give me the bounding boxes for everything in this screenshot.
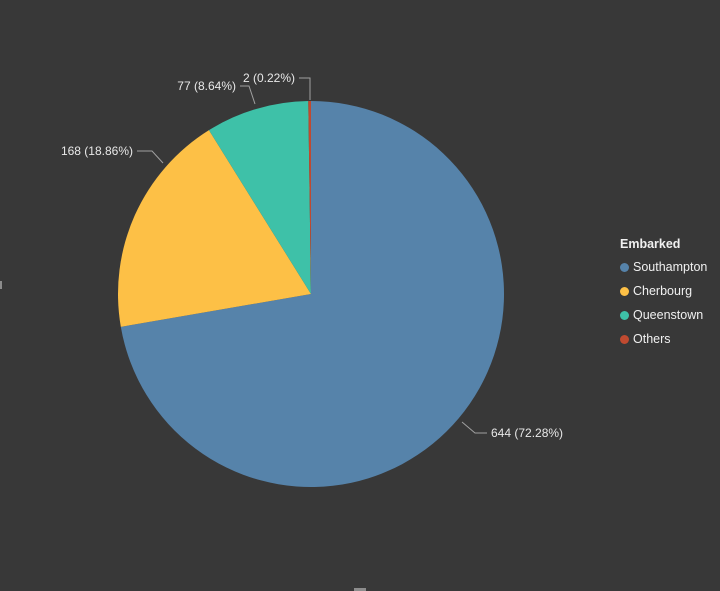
legend-label: Southampton — [633, 260, 708, 274]
legend-title: Embarked — [620, 237, 681, 251]
legend-label: Cherbourg — [633, 284, 693, 298]
legend-dot-icon — [620, 310, 629, 320]
legend-dot-icon — [620, 286, 629, 296]
data-label-southampton: 644 (72.28%) — [491, 426, 563, 440]
pie-slice-others[interactable] — [308, 101, 311, 294]
legend-item-cherbourg[interactable]: Cherbourg — [620, 279, 707, 303]
resize-handle-bottom[interactable] — [354, 588, 366, 591]
pie-slice-southampton[interactable] — [120, 101, 505, 487]
data-label-cherbourg: 168 (18.86%) — [61, 144, 133, 158]
legend-label: Queenstown — [633, 308, 704, 322]
resize-handle-left[interactable] — [0, 281, 2, 289]
legend-item-queenstown[interactable]: Queenstown — [620, 303, 707, 327]
pie-slice-cherbourg[interactable] — [118, 130, 312, 327]
legend-item-others[interactable]: Others — [620, 327, 707, 351]
legend-dot-icon — [620, 334, 629, 344]
data-label-queenstown: 77 (8.64%) — [177, 79, 236, 93]
pie-slice-queenstown[interactable] — [208, 101, 311, 295]
legend-label: Others — [633, 332, 671, 346]
legend: Embarked Southampton Cherbourg Queenstow… — [620, 237, 707, 351]
leader-line-southampton — [461, 421, 487, 434]
legend-item-southampton[interactable]: Southampton — [620, 255, 707, 279]
data-label-others: 2 (0.22%) — [243, 71, 295, 85]
leader-line-queenstown — [240, 85, 256, 105]
leader-line-cherbourg — [137, 150, 164, 164]
leader-line-others — [299, 77, 311, 100]
legend-dot-icon — [620, 262, 629, 272]
